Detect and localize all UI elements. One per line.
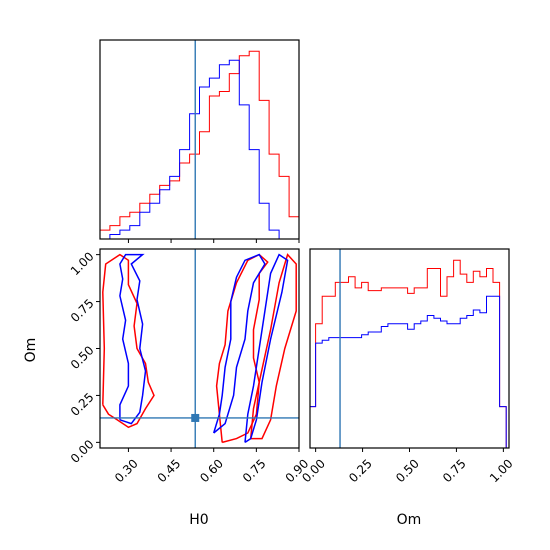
om-y-tick-label-3: 0.50 [68, 343, 97, 372]
h0-hist-series-1 [99, 50, 300, 239]
om-y-tick-label-1: 0.00 [68, 437, 97, 466]
h0-x-tick-label-3: 0.60 [197, 456, 226, 485]
h0-hist-series-2 [100, 59, 299, 240]
om-x-tick-label-3: 0.50 [393, 456, 422, 485]
contour-series-1-1 [102, 253, 155, 429]
contour-series-2-3 [244, 253, 289, 444]
om-x-tick-label-2: 0.25 [346, 456, 375, 485]
om-y-tick-label-4: 0.75 [68, 296, 97, 325]
om-y-tick-label-5: 1.00 [68, 249, 97, 278]
h0-marginal-frame [99, 39, 300, 240]
contour-series-1-2 [215, 253, 269, 444]
om-y-tick-label-2: 0.25 [68, 390, 97, 419]
om-x-tick-label-5: 1.00 [487, 456, 516, 485]
joint-truth-marker [191, 413, 200, 422]
joint-contours [102, 253, 297, 444]
h0-x-tick-label-1: 0.30 [112, 456, 141, 485]
x-axis-label-h0: H0 [189, 512, 208, 528]
contour-series-2-2 [212, 253, 266, 434]
contour-series-2-1 [119, 253, 147, 425]
h0-x-tick-label-2: 0.45 [155, 456, 184, 485]
h0-om-joint-panel: 0.30 0.45 0.60 0.75 0.900.000.250.500.751.00 [68, 248, 311, 485]
om-marginal-panel: 0.00 0.25 0.50 0.75 1.00 [299, 248, 516, 485]
h0-marginal-panel [99, 39, 300, 243]
y-axis-label-om: Om [23, 338, 39, 363]
h0-x-tick-label-4: 0.75 [240, 456, 269, 485]
contour-series-1-3 [249, 253, 297, 440]
om-hist-series-1 [309, 259, 507, 448]
om-x-tick-label-4: 0.75 [440, 456, 469, 485]
x-axis-label-om: Om [397, 512, 422, 528]
